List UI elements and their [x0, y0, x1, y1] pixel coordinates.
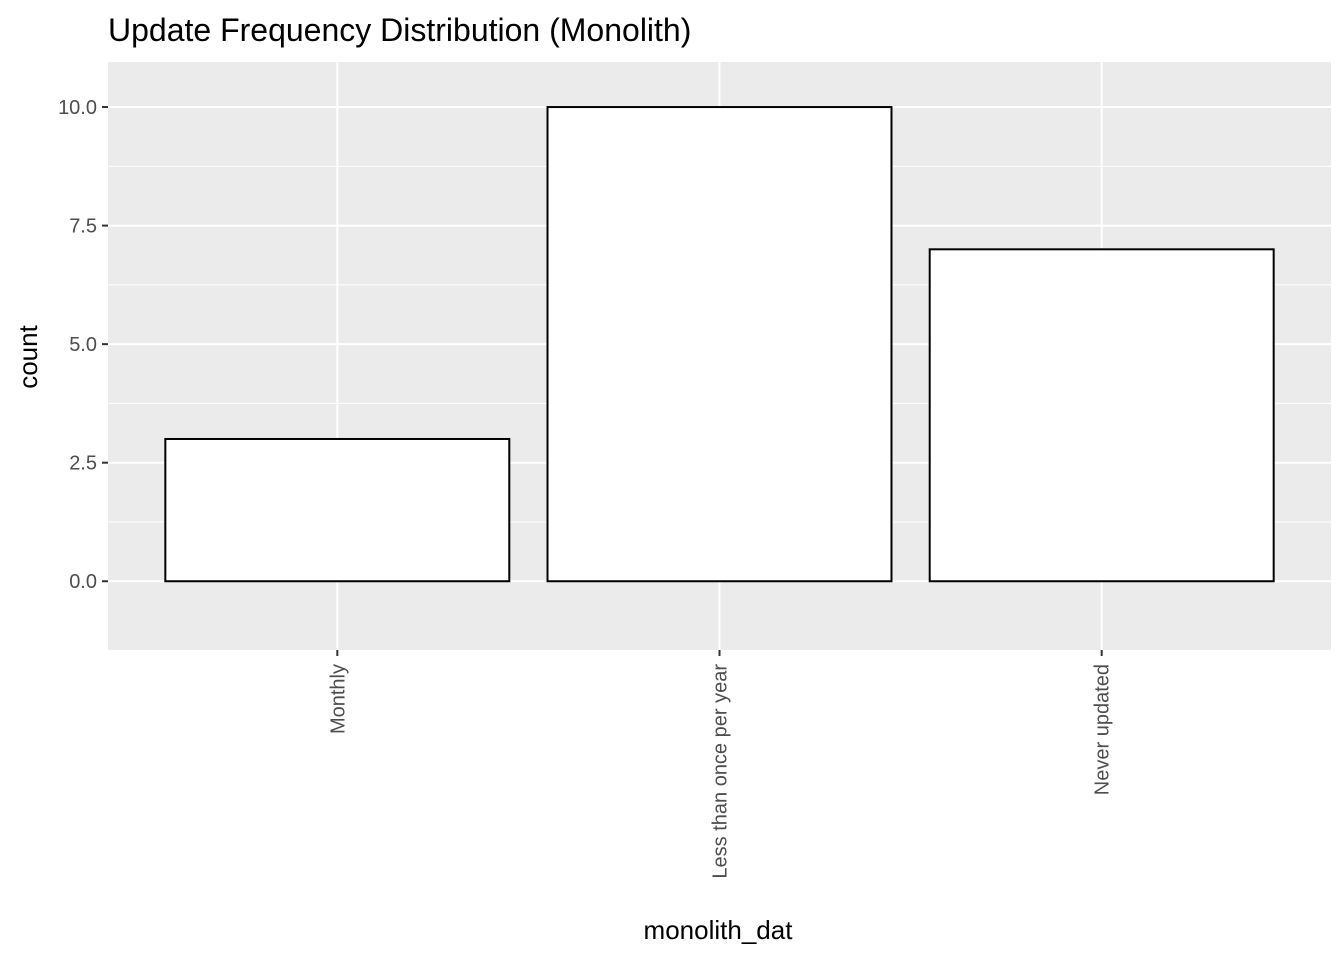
y-tick-label: 10.0 — [58, 97, 97, 119]
y-axis-title: count — [13, 324, 43, 388]
y-tick-label: 0.0 — [69, 571, 97, 593]
x-tick-label: Monthly — [327, 664, 349, 734]
x-tick-label: Never updated — [1092, 664, 1114, 795]
chart-title: Update Frequency Distribution (Monolith) — [108, 12, 691, 48]
y-tick-label: 5.0 — [69, 334, 97, 356]
y-tick-label: 7.5 — [69, 216, 97, 238]
bar — [164, 437, 511, 583]
x-tick-label: Less than once per year — [710, 664, 732, 879]
bar — [928, 248, 1275, 583]
y-tick-label: 2.5 — [69, 453, 97, 475]
y-axis-ticks: 0.0 2.5 5.0 7.5 10.0 — [58, 97, 108, 593]
x-axis-ticks: Monthly Less than once per year Never upda… — [327, 650, 1114, 879]
bar — [546, 106, 893, 583]
bars — [164, 106, 1275, 583]
x-axis-title: monolith_dat — [644, 915, 794, 945]
